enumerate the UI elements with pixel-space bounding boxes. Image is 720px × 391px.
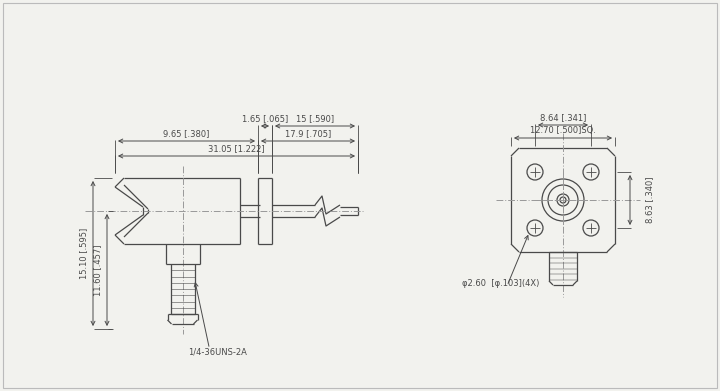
Text: 15 [.590]: 15 [.590]: [296, 115, 334, 124]
Text: 9.65 [.380]: 9.65 [.380]: [163, 129, 210, 138]
Text: φ2.60  [φ.103](4X): φ2.60 [φ.103](4X): [462, 278, 539, 287]
Text: 12.70 [.500]SQ.: 12.70 [.500]SQ.: [530, 127, 596, 136]
Text: 15.10 [.595]: 15.10 [.595]: [79, 228, 89, 279]
Text: 8.64 [.341]: 8.64 [.341]: [540, 113, 586, 122]
Text: 8.63 [.340]: 8.63 [.340]: [646, 177, 654, 223]
Text: 31.05 [1.222]: 31.05 [1.222]: [208, 145, 265, 154]
Text: 11.60 [.457]: 11.60 [.457]: [94, 244, 102, 296]
Text: 1/4-36UNS-2A: 1/4-36UNS-2A: [188, 348, 247, 357]
Text: 17.9 [.705]: 17.9 [.705]: [285, 129, 331, 138]
Text: 1.65 [.065]: 1.65 [.065]: [242, 115, 288, 124]
